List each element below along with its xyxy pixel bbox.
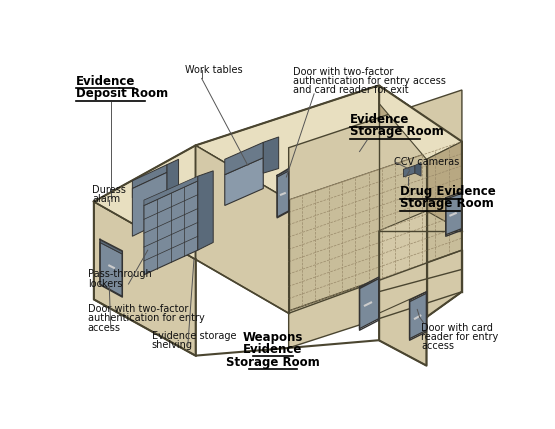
Polygon shape [167, 159, 179, 219]
Polygon shape [426, 142, 462, 231]
Text: authentication for entry: authentication for entry [88, 313, 204, 323]
Text: Storage Room: Storage Room [400, 197, 494, 210]
Polygon shape [446, 193, 462, 235]
Text: CCV cameras: CCV cameras [394, 157, 460, 167]
Polygon shape [415, 162, 421, 176]
Text: shelving: shelving [152, 340, 193, 350]
Text: Evidence: Evidence [350, 113, 409, 126]
Polygon shape [144, 181, 198, 275]
Text: Door with two-factor: Door with two-factor [292, 67, 393, 77]
Polygon shape [289, 250, 462, 348]
Text: Evidence storage: Evidence storage [152, 331, 236, 341]
Polygon shape [100, 242, 122, 296]
Polygon shape [277, 171, 289, 217]
Polygon shape [277, 169, 289, 177]
Polygon shape [263, 137, 279, 173]
Polygon shape [195, 145, 289, 313]
Polygon shape [195, 85, 462, 200]
Polygon shape [360, 278, 379, 329]
Text: Duress: Duress [92, 185, 126, 195]
Text: Door with card: Door with card [421, 323, 493, 332]
Text: alarm: alarm [92, 194, 120, 204]
Text: Evidence: Evidence [243, 343, 302, 356]
Text: reader for entry: reader for entry [421, 332, 498, 342]
Text: lockers: lockers [88, 278, 122, 289]
Text: access: access [421, 341, 454, 351]
Text: Storage Room: Storage Room [350, 125, 443, 139]
Text: Evidence: Evidence [76, 75, 135, 88]
Polygon shape [379, 85, 462, 159]
Polygon shape [426, 269, 462, 317]
Text: Storage Room: Storage Room [226, 356, 319, 369]
Polygon shape [289, 90, 462, 200]
Polygon shape [94, 145, 289, 260]
Text: Work tables: Work tables [185, 65, 243, 75]
Polygon shape [132, 165, 167, 188]
Polygon shape [379, 231, 462, 317]
Text: Drug Evidence: Drug Evidence [400, 185, 496, 198]
Polygon shape [410, 293, 426, 338]
Polygon shape [198, 171, 213, 250]
Polygon shape [403, 166, 415, 177]
Polygon shape [379, 85, 462, 231]
Polygon shape [94, 202, 195, 356]
Polygon shape [289, 142, 462, 311]
Text: Door with two-factor: Door with two-factor [88, 304, 188, 314]
Polygon shape [225, 158, 263, 205]
Polygon shape [132, 172, 167, 198]
Text: Weapons: Weapons [243, 331, 302, 344]
Text: and card reader for exit: and card reader for exit [292, 85, 408, 95]
Text: Deposit Room: Deposit Room [76, 87, 168, 100]
Text: access: access [88, 323, 120, 332]
Text: Pass-through: Pass-through [88, 269, 152, 279]
Polygon shape [379, 292, 426, 366]
Polygon shape [100, 240, 122, 254]
Polygon shape [225, 142, 263, 175]
Polygon shape [379, 211, 426, 313]
Polygon shape [132, 172, 167, 236]
Text: authentication for entry access: authentication for entry access [292, 76, 446, 86]
Polygon shape [144, 176, 198, 205]
